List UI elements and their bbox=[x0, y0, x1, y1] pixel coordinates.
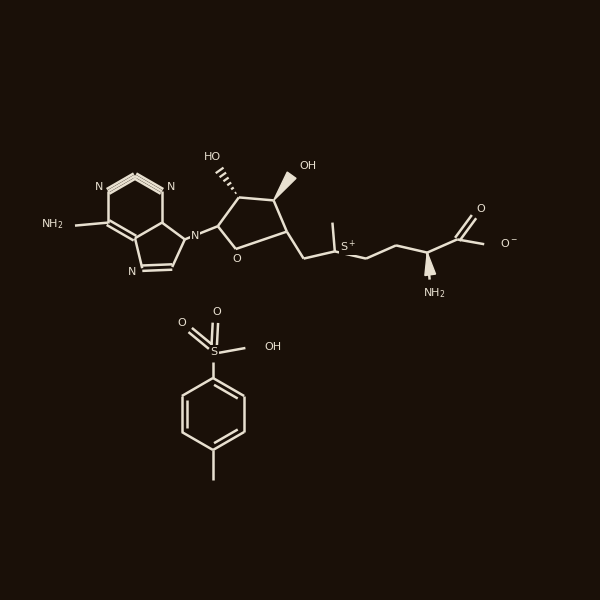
Text: N: N bbox=[95, 182, 103, 191]
Text: O: O bbox=[477, 205, 485, 214]
Text: OH: OH bbox=[265, 342, 282, 352]
Text: O: O bbox=[233, 254, 241, 264]
Text: N: N bbox=[128, 267, 136, 277]
Text: N: N bbox=[191, 231, 199, 241]
Text: N: N bbox=[167, 182, 175, 191]
Text: HO: HO bbox=[204, 152, 221, 162]
Text: NH$_2$: NH$_2$ bbox=[41, 218, 64, 231]
Text: S: S bbox=[211, 347, 218, 356]
Text: S$^+$: S$^+$ bbox=[340, 239, 356, 254]
Text: O: O bbox=[212, 307, 221, 317]
Text: O$^-$: O$^-$ bbox=[500, 237, 518, 249]
Polygon shape bbox=[274, 172, 296, 200]
Text: NH$_2$: NH$_2$ bbox=[423, 286, 446, 300]
Polygon shape bbox=[425, 253, 436, 275]
Text: OH: OH bbox=[300, 161, 317, 171]
Text: O: O bbox=[178, 318, 186, 328]
